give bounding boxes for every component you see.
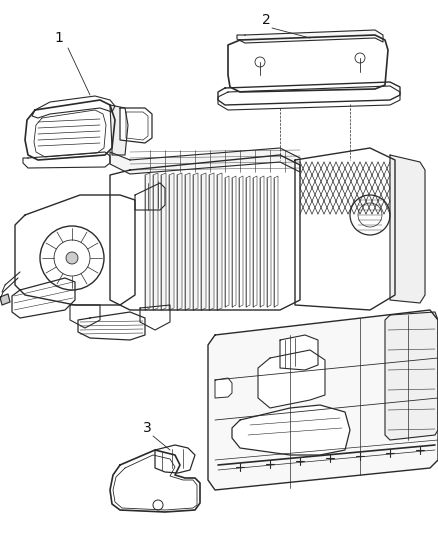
Polygon shape: [384, 312, 437, 440]
Polygon shape: [23, 152, 110, 168]
Polygon shape: [258, 350, 324, 408]
Polygon shape: [110, 155, 299, 310]
Polygon shape: [78, 312, 145, 340]
Polygon shape: [231, 405, 349, 455]
Polygon shape: [135, 183, 165, 210]
Polygon shape: [15, 195, 135, 305]
Text: 3: 3: [142, 421, 151, 435]
Polygon shape: [237, 30, 382, 43]
Polygon shape: [227, 35, 387, 92]
Polygon shape: [216, 173, 222, 310]
Polygon shape: [294, 148, 394, 310]
Polygon shape: [208, 310, 437, 490]
Polygon shape: [110, 105, 128, 155]
Circle shape: [66, 252, 78, 264]
Polygon shape: [279, 335, 317, 370]
Polygon shape: [110, 450, 200, 512]
Polygon shape: [155, 445, 194, 473]
Polygon shape: [140, 305, 170, 330]
Polygon shape: [184, 173, 190, 310]
Polygon shape: [110, 148, 299, 174]
Polygon shape: [25, 100, 115, 160]
Polygon shape: [0, 294, 10, 305]
Polygon shape: [120, 108, 152, 143]
Polygon shape: [208, 173, 213, 310]
Polygon shape: [161, 173, 166, 310]
Polygon shape: [193, 173, 198, 310]
Text: 2: 2: [261, 13, 270, 27]
Polygon shape: [389, 155, 424, 303]
Text: 1: 1: [54, 31, 64, 45]
Polygon shape: [70, 305, 100, 328]
Polygon shape: [12, 278, 75, 318]
Polygon shape: [177, 173, 182, 310]
Polygon shape: [201, 173, 205, 310]
Polygon shape: [145, 173, 150, 310]
Polygon shape: [215, 378, 231, 398]
Polygon shape: [153, 173, 158, 310]
Polygon shape: [218, 82, 399, 105]
Polygon shape: [169, 173, 173, 310]
Polygon shape: [32, 96, 115, 118]
